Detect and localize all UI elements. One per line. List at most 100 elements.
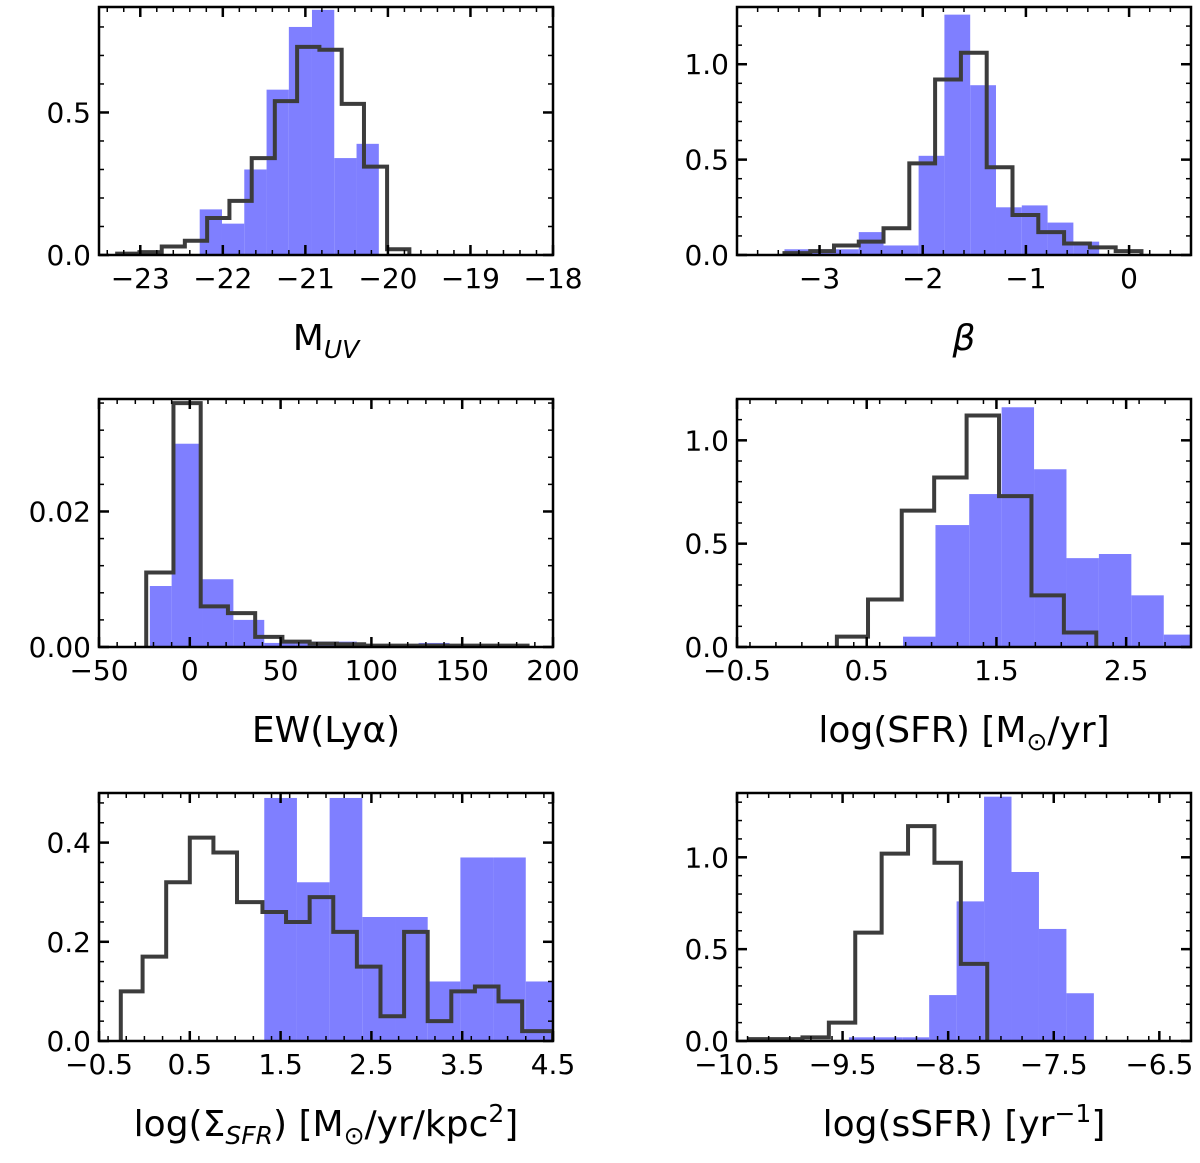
x-tick-label: −19 <box>441 262 500 295</box>
x-tick-label: 0 <box>1120 262 1138 295</box>
filled-bar <box>244 169 267 255</box>
x-tick-label: −10.5 <box>694 1048 780 1081</box>
y-tick-label: 1.0 <box>684 841 729 874</box>
plot-area <box>144 401 530 647</box>
filled-bar <box>264 797 297 1041</box>
outline-histogram <box>144 401 530 647</box>
x-tick-label: −7.5 <box>1020 1048 1088 1081</box>
outline-histogram <box>782 50 1144 255</box>
x-tick-label: −6.5 <box>1125 1048 1193 1081</box>
axes-frame <box>97 5 555 257</box>
filled-bar <box>918 155 945 255</box>
x-tick-label: −1 <box>1005 262 1046 295</box>
filled-bar <box>311 9 335 255</box>
filled-bar <box>1001 407 1035 647</box>
y-tick-label: 1.0 <box>684 48 729 81</box>
panel-middle-left: −50 0 50 100 150 200 0.00 0.02 EW(Lyα) <box>29 397 580 751</box>
x-tick-label: 0.5 <box>168 1048 213 1081</box>
x-axis-label: log(ΣSFR) [M⊙/yr/kpc2] <box>134 1099 519 1150</box>
plot-area <box>782 14 1144 255</box>
x-axis-label: EW(Lyα) <box>252 710 400 751</box>
filled-bar <box>848 1037 877 1041</box>
x-tick-label: −50 <box>69 654 128 687</box>
filled-bar <box>876 1037 903 1041</box>
y-tick-label: 0.0 <box>46 1025 91 1058</box>
y-tick-label: 0.4 <box>46 827 91 860</box>
plot-area <box>118 797 553 1041</box>
x-tick-label: 100 <box>345 654 398 687</box>
y-tick-label: 0.0 <box>46 239 91 272</box>
x-tick-label: −22 <box>193 262 252 295</box>
x-tick-label: 150 <box>435 654 488 687</box>
filled-bar <box>334 158 357 255</box>
y-tick-label: 0.0 <box>684 239 729 272</box>
x-tick-label: −0.5 <box>703 654 771 687</box>
filled-bar <box>1163 634 1191 647</box>
x-tick-label: 0.5 <box>844 654 889 687</box>
outline-histogram <box>747 824 990 1041</box>
x-tick-label: 200 <box>526 654 579 687</box>
filled-bar <box>1011 871 1039 1041</box>
filled-bar <box>1131 595 1164 647</box>
plot-area <box>115 9 412 255</box>
filled-bar <box>288 26 312 255</box>
filled-bar <box>935 525 970 647</box>
filled-bar <box>1038 928 1067 1041</box>
filled-bar <box>1034 469 1067 647</box>
y-tick-label: 1.0 <box>684 424 729 457</box>
outline-histogram <box>118 835 553 1041</box>
x-axis-label: log(sSFR) [yr−1] <box>823 1099 1106 1145</box>
x-tick-label: −0.5 <box>65 1048 133 1081</box>
filled-bar <box>1066 993 1094 1041</box>
filled-bar <box>944 14 971 255</box>
x-tick-label: 2.5 <box>349 1048 394 1081</box>
y-tick-label: 0.5 <box>684 933 729 966</box>
y-tick-label: 0.0 <box>684 1025 729 1058</box>
filled-bar <box>883 245 919 255</box>
filled-bar <box>149 586 172 647</box>
filled-bar <box>929 995 957 1041</box>
filled-bar <box>356 143 379 255</box>
x-tick-label: 4.5 <box>531 1048 576 1081</box>
filled-bar <box>969 494 1002 647</box>
axes-frame <box>97 397 555 649</box>
axes-frame <box>735 791 1193 1043</box>
y-tick-label: 0.5 <box>46 96 91 129</box>
x-tick-label: 1.5 <box>258 1048 303 1081</box>
filled-bar <box>1047 222 1074 255</box>
plot-area <box>834 407 1191 647</box>
filled-bar <box>1098 554 1132 647</box>
plot-area <box>747 796 1094 1041</box>
panel-top-right: −3 −2 −1 0 0.0 0.5 1.0 β <box>684 5 1193 359</box>
y-tick-label: 0.5 <box>684 528 729 561</box>
x-tick-label: 0 <box>181 654 199 687</box>
y-tick-label: 0.00 <box>29 631 91 664</box>
filled-bar <box>460 857 494 1041</box>
panel-bottom-right: −10.5 −9.5 −8.5 −7.5 −6.5 0.0 0.5 1.0 log(sSFR) … <box>684 791 1193 1145</box>
panel-bottom-left: −0.5 0.5 1.5 2.5 3.5 4.5 0.0 0.2 0.4 log(ΣSFR) [M… <box>46 791 576 1150</box>
x-axis-label: MUV <box>293 318 361 364</box>
y-tick-label: 0.02 <box>29 495 91 528</box>
filled-bar <box>266 89 289 255</box>
x-tick-label: −8.5 <box>914 1048 982 1081</box>
filled-bar <box>171 443 203 647</box>
x-tick-label: 2.5 <box>1104 654 1149 687</box>
x-tick-label: −3 <box>799 262 840 295</box>
filled-bar <box>221 223 245 255</box>
filled-bar <box>903 636 936 647</box>
panel-top-left: −23 −22 −21 −20 −19 −18 0.0 0.5 MUV <box>46 5 583 364</box>
y-tick-label: 0.2 <box>46 926 91 959</box>
panel-middle-right: −0.5 0.5 1.5 2.5 0.0 0.5 1.0 log(SFR) [M⊙/yr] <box>684 397 1193 756</box>
x-axis-label: log(SFR) [M⊙/yr] <box>818 710 1109 756</box>
x-tick-label: 3.5 <box>440 1048 485 1081</box>
filled-bar <box>970 85 996 255</box>
outline-histogram <box>115 44 412 255</box>
x-axis-label: β <box>952 318 976 359</box>
outline-histogram <box>834 413 1099 647</box>
filled-bar <box>833 249 859 255</box>
x-tick-label: −20 <box>358 262 417 295</box>
x-tick-label: 1.5 <box>974 654 1019 687</box>
x-tick-label: −2 <box>902 262 943 295</box>
filled-bar <box>233 619 265 647</box>
